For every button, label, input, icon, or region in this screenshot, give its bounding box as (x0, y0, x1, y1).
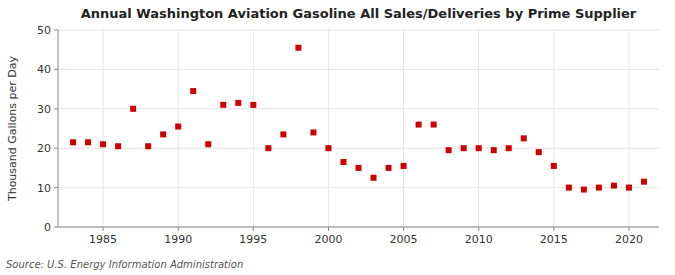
y-tick (54, 69, 58, 70)
y-tick-label: 40 (37, 63, 51, 76)
x-grid-line (253, 30, 254, 227)
x-tick-label: 1990 (164, 233, 192, 246)
point (295, 45, 301, 51)
point (446, 147, 452, 153)
x-tick-label: 2010 (465, 233, 493, 246)
y-tick (54, 108, 58, 109)
chart-svg: 1985 1990 1995 2000 2005 2010 2015 2020 0 10 20 30 4… (0, 0, 675, 275)
x-grid-line (403, 30, 404, 227)
point (581, 187, 587, 193)
point (190, 88, 196, 94)
x-tick (628, 227, 629, 231)
point (371, 175, 377, 181)
x-tick (328, 227, 329, 231)
x-tick-label: 1995 (239, 233, 267, 246)
point (220, 102, 226, 108)
y-tick-label: 20 (37, 142, 51, 155)
point (265, 145, 271, 151)
x-tick (178, 227, 179, 231)
point (491, 147, 497, 153)
x-tick-label: 2000 (314, 233, 342, 246)
y-tick (54, 227, 58, 228)
point (551, 163, 557, 169)
x-tick (103, 227, 104, 231)
point (356, 165, 362, 171)
x-grid-line (328, 30, 329, 227)
x-tick (253, 227, 254, 231)
point (340, 159, 346, 165)
y-tick (54, 148, 58, 149)
point (85, 139, 91, 145)
x-grid-line (478, 30, 479, 227)
x-tick (553, 227, 554, 231)
point (235, 100, 241, 106)
point (626, 185, 632, 191)
point (386, 165, 392, 171)
x-axis-line (58, 227, 659, 228)
point (115, 143, 121, 149)
x-tick (403, 227, 404, 231)
point (596, 185, 602, 191)
y-tick-label: 10 (37, 182, 51, 195)
x-tick-label: 1985 (89, 233, 117, 246)
point (536, 149, 542, 155)
point (476, 145, 482, 151)
point (506, 145, 512, 151)
point (130, 106, 136, 112)
y-axis-label: Thousand Gallons per Day (6, 55, 19, 202)
point (566, 185, 572, 191)
point (431, 122, 437, 128)
point (175, 124, 181, 130)
point (70, 139, 76, 145)
point (280, 131, 286, 137)
point (461, 145, 467, 151)
point (100, 141, 106, 147)
point (250, 102, 256, 108)
x-tick-label: 2005 (390, 233, 418, 246)
y-tick (54, 30, 58, 31)
y-tick-label: 50 (37, 24, 51, 37)
x-tick (478, 227, 479, 231)
y-axis-line (58, 30, 59, 227)
point (160, 131, 166, 137)
y-tick (54, 187, 58, 188)
point (325, 145, 331, 151)
x-grid-line (103, 30, 104, 227)
y-tick-label: 30 (37, 103, 51, 116)
y-grid-line (58, 69, 659, 70)
x-grid-line (628, 30, 629, 227)
point (641, 179, 647, 185)
source-note: Source: U.S. Energy Information Administ… (6, 259, 243, 270)
y-grid-line (58, 30, 659, 31)
point (401, 163, 407, 169)
chart-container: 1985 1990 1995 2000 2005 2010 2015 2020 0 10 20 30 4… (0, 0, 675, 275)
point (310, 129, 316, 135)
x-tick-label: 2020 (615, 233, 643, 246)
point (205, 141, 211, 147)
x-grid-line (553, 30, 554, 227)
point (416, 122, 422, 128)
point (145, 143, 151, 149)
point (611, 183, 617, 189)
x-tick-label: 2015 (540, 233, 568, 246)
y-grid-line (58, 227, 659, 228)
axes: 1985 1990 1995 2000 2005 2010 2015 2020 0 10 20 30 4… (37, 24, 659, 246)
y-grid-line (58, 108, 659, 109)
grid (58, 30, 659, 227)
points (70, 45, 647, 193)
title: Annual Washington Aviation Gasoline All … (81, 6, 637, 21)
y-tick-label: 0 (44, 221, 51, 234)
point (521, 135, 527, 141)
